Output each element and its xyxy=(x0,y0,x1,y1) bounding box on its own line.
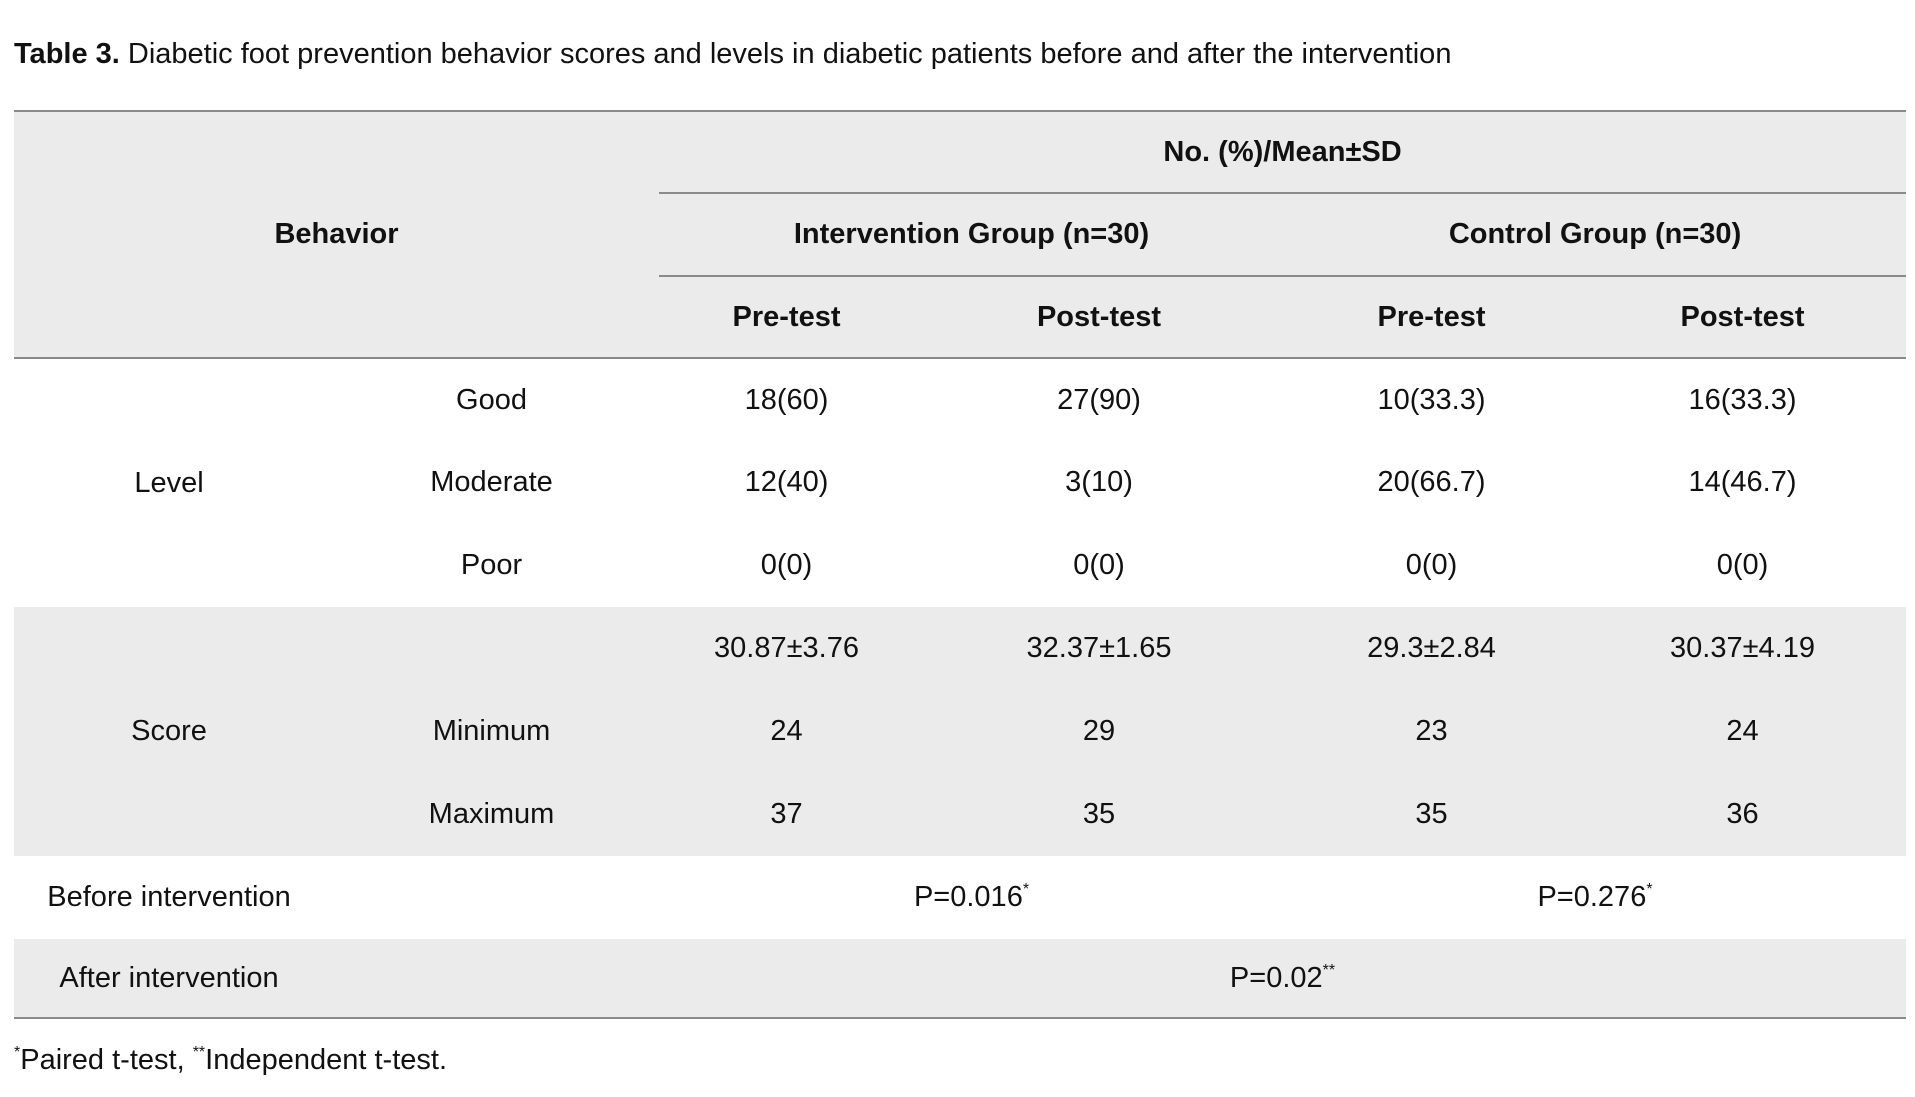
value-cell: 32.37±1.65 xyxy=(914,607,1285,690)
table-row: Minimum 24 29 23 24 xyxy=(14,690,1907,773)
value-cell: 0(0) xyxy=(659,524,915,607)
before-intervention-row: Before intervention P=0.016* P=0.276* xyxy=(14,856,1907,939)
behavior-header: Behavior xyxy=(14,111,660,359)
header-row-2: Intervention Group (n=30) Control Group … xyxy=(14,193,1907,277)
category-cell: Minimum xyxy=(324,690,660,773)
value-cell: 0(0) xyxy=(1579,524,1907,607)
value-cell: 23 xyxy=(1284,690,1580,773)
intervention-post-test-header: Post-test xyxy=(914,276,1285,359)
table-footnote: *Paired t-test, **Independent t-test. xyxy=(14,1044,447,1076)
header-row-1: Behavior No. (%)/Mean±SD xyxy=(14,111,1907,359)
table-row: Moderate 12(40) 3(10) 20(66.7) 14(46.7) xyxy=(14,441,1907,524)
table-label: Table 3. xyxy=(14,38,120,70)
category-cell: Maximum xyxy=(324,773,660,856)
value-cell: 3(10) xyxy=(914,441,1285,524)
value-cell: 20(66.7) xyxy=(1284,441,1580,524)
value-cell: 30.37±4.19 xyxy=(1579,607,1907,690)
value-cell: 36 xyxy=(1579,773,1907,856)
level-label: Level xyxy=(14,358,324,607)
results-table: Behavior No. (%)/Mean±SD Intervention Gr… xyxy=(14,110,1907,1019)
table-title: Diabetic foot prevention behavior scores… xyxy=(127,38,1452,70)
before-intervention-label: Before intervention xyxy=(14,856,324,939)
after-p-value: P=0.02** xyxy=(659,939,1907,1018)
intervention-pre-test-header: Pre-test xyxy=(659,276,915,359)
control-pre-test-header: Pre-test xyxy=(1284,276,1580,359)
measure-header: No. (%)/Mean±SD xyxy=(659,111,1907,194)
category-cell xyxy=(324,607,660,690)
control-post-test-header: Post-test xyxy=(1579,276,1907,359)
control-p-value: P=0.276* xyxy=(1284,856,1907,939)
control-group-header: Control Group (n=30) xyxy=(1284,193,1907,277)
table-row: Poor 0(0) 0(0) 0(0) 0(0) xyxy=(14,524,1907,607)
value-cell: 24 xyxy=(659,690,915,773)
category-cell: Poor xyxy=(324,524,660,607)
paired-test-marker: * xyxy=(1022,881,1030,898)
table-caption: Table 3. Diabetic foot prevention behavi… xyxy=(14,36,1451,72)
value-cell: 24 xyxy=(1579,690,1907,773)
table-row: Level Good 18(60) 27(90) 10(33.3) 16(33.… xyxy=(14,358,1907,607)
value-cell: 29.3±2.84 xyxy=(1284,607,1580,690)
value-cell: 0(0) xyxy=(914,524,1285,607)
table-row: Score 30.87±3.76 32.37±1.65 29.3±2.84 30… xyxy=(14,607,1907,856)
value-cell: 16(33.3) xyxy=(1579,358,1907,441)
paired-test-marker: * xyxy=(1646,881,1653,898)
category-cell: Moderate xyxy=(324,441,660,524)
value-cell: 12(40) xyxy=(659,441,915,524)
value-cell: 18(60) xyxy=(659,358,915,441)
value-cell: 37 xyxy=(659,773,915,856)
value-cell: 14(46.7) xyxy=(1579,441,1907,524)
after-intervention-label: After intervention xyxy=(14,939,324,1018)
value-cell: 10(33.3) xyxy=(1284,358,1580,441)
value-cell: 35 xyxy=(914,773,1285,856)
value-cell: 29 xyxy=(914,690,1285,773)
category-cell: Good xyxy=(324,358,660,441)
intervention-group-header: Intervention Group (n=30) xyxy=(659,193,1285,277)
after-intervention-row: After intervention P=0.02** xyxy=(14,939,1907,1018)
value-cell: 30.87±3.76 xyxy=(659,607,915,690)
score-label: Score xyxy=(14,607,324,856)
table-row: Maximum 37 35 35 36 xyxy=(14,773,1907,856)
value-cell: 0(0) xyxy=(1284,524,1580,607)
independent-test-marker: ** xyxy=(1322,961,1336,979)
value-cell: 27(90) xyxy=(914,358,1285,441)
intervention-p-value: P=0.016* xyxy=(659,856,1285,939)
value-cell: 35 xyxy=(1284,773,1580,856)
